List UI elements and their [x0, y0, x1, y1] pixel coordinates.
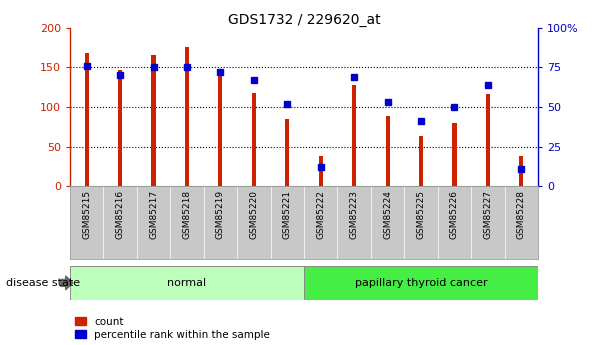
- Text: GSM85216: GSM85216: [116, 190, 125, 239]
- Text: GSM85218: GSM85218: [182, 190, 192, 239]
- Text: GSM85220: GSM85220: [249, 190, 258, 239]
- Text: normal: normal: [167, 278, 207, 288]
- Bar: [252, 93, 256, 186]
- Bar: [519, 156, 523, 186]
- Bar: [185, 47, 189, 186]
- Bar: [218, 72, 223, 186]
- Bar: [70, 266, 304, 300]
- Bar: [452, 123, 457, 186]
- Bar: [352, 85, 356, 186]
- Text: disease state: disease state: [6, 278, 80, 288]
- Text: GSM85228: GSM85228: [517, 190, 526, 239]
- Text: GSM85219: GSM85219: [216, 190, 225, 239]
- Text: GSM85217: GSM85217: [149, 190, 158, 239]
- Text: GSM85222: GSM85222: [316, 190, 325, 239]
- Text: GSM85221: GSM85221: [283, 190, 292, 239]
- Text: GSM85225: GSM85225: [416, 190, 426, 239]
- Bar: [285, 119, 289, 186]
- Text: GSM85223: GSM85223: [350, 190, 359, 239]
- Bar: [304, 266, 538, 300]
- Text: GSM85224: GSM85224: [383, 190, 392, 239]
- Bar: [85, 53, 89, 186]
- Text: papillary thyroid cancer: papillary thyroid cancer: [354, 278, 488, 288]
- Bar: [486, 94, 490, 186]
- Bar: [319, 156, 323, 186]
- Bar: [118, 70, 122, 186]
- Bar: [151, 55, 156, 186]
- Bar: [419, 136, 423, 186]
- Legend: count, percentile rank within the sample: count, percentile rank within the sample: [75, 317, 270, 340]
- Title: GDS1732 / 229620_at: GDS1732 / 229620_at: [227, 12, 381, 27]
- Text: GSM85227: GSM85227: [483, 190, 492, 239]
- Bar: [385, 117, 390, 186]
- Text: GSM85215: GSM85215: [82, 190, 91, 239]
- Text: GSM85226: GSM85226: [450, 190, 459, 239]
